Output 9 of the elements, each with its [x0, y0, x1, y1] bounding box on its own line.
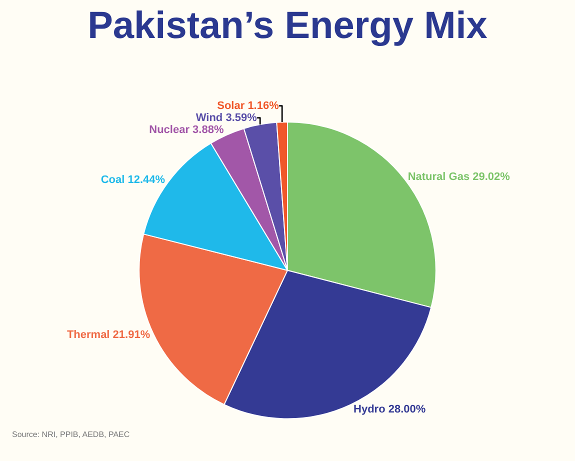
slice-label: Natural Gas 29.02%: [408, 171, 510, 184]
slice-label: Wind 3.59%: [196, 112, 258, 124]
source-note: Source: NRI, PPIB, AEDB, PAEC: [12, 430, 130, 439]
slice-label: Hydro 28.00%: [354, 404, 426, 416]
chart-title: Pakistan’s Energy Mix: [88, 5, 488, 48]
slice-label: Nuclear 3.88%: [149, 124, 224, 136]
slice-label: Thermal 21.91%: [66, 328, 150, 341]
slice-label: Coal 12.44%: [100, 174, 166, 186]
slice-label: Solar 1.16%: [217, 100, 280, 112]
